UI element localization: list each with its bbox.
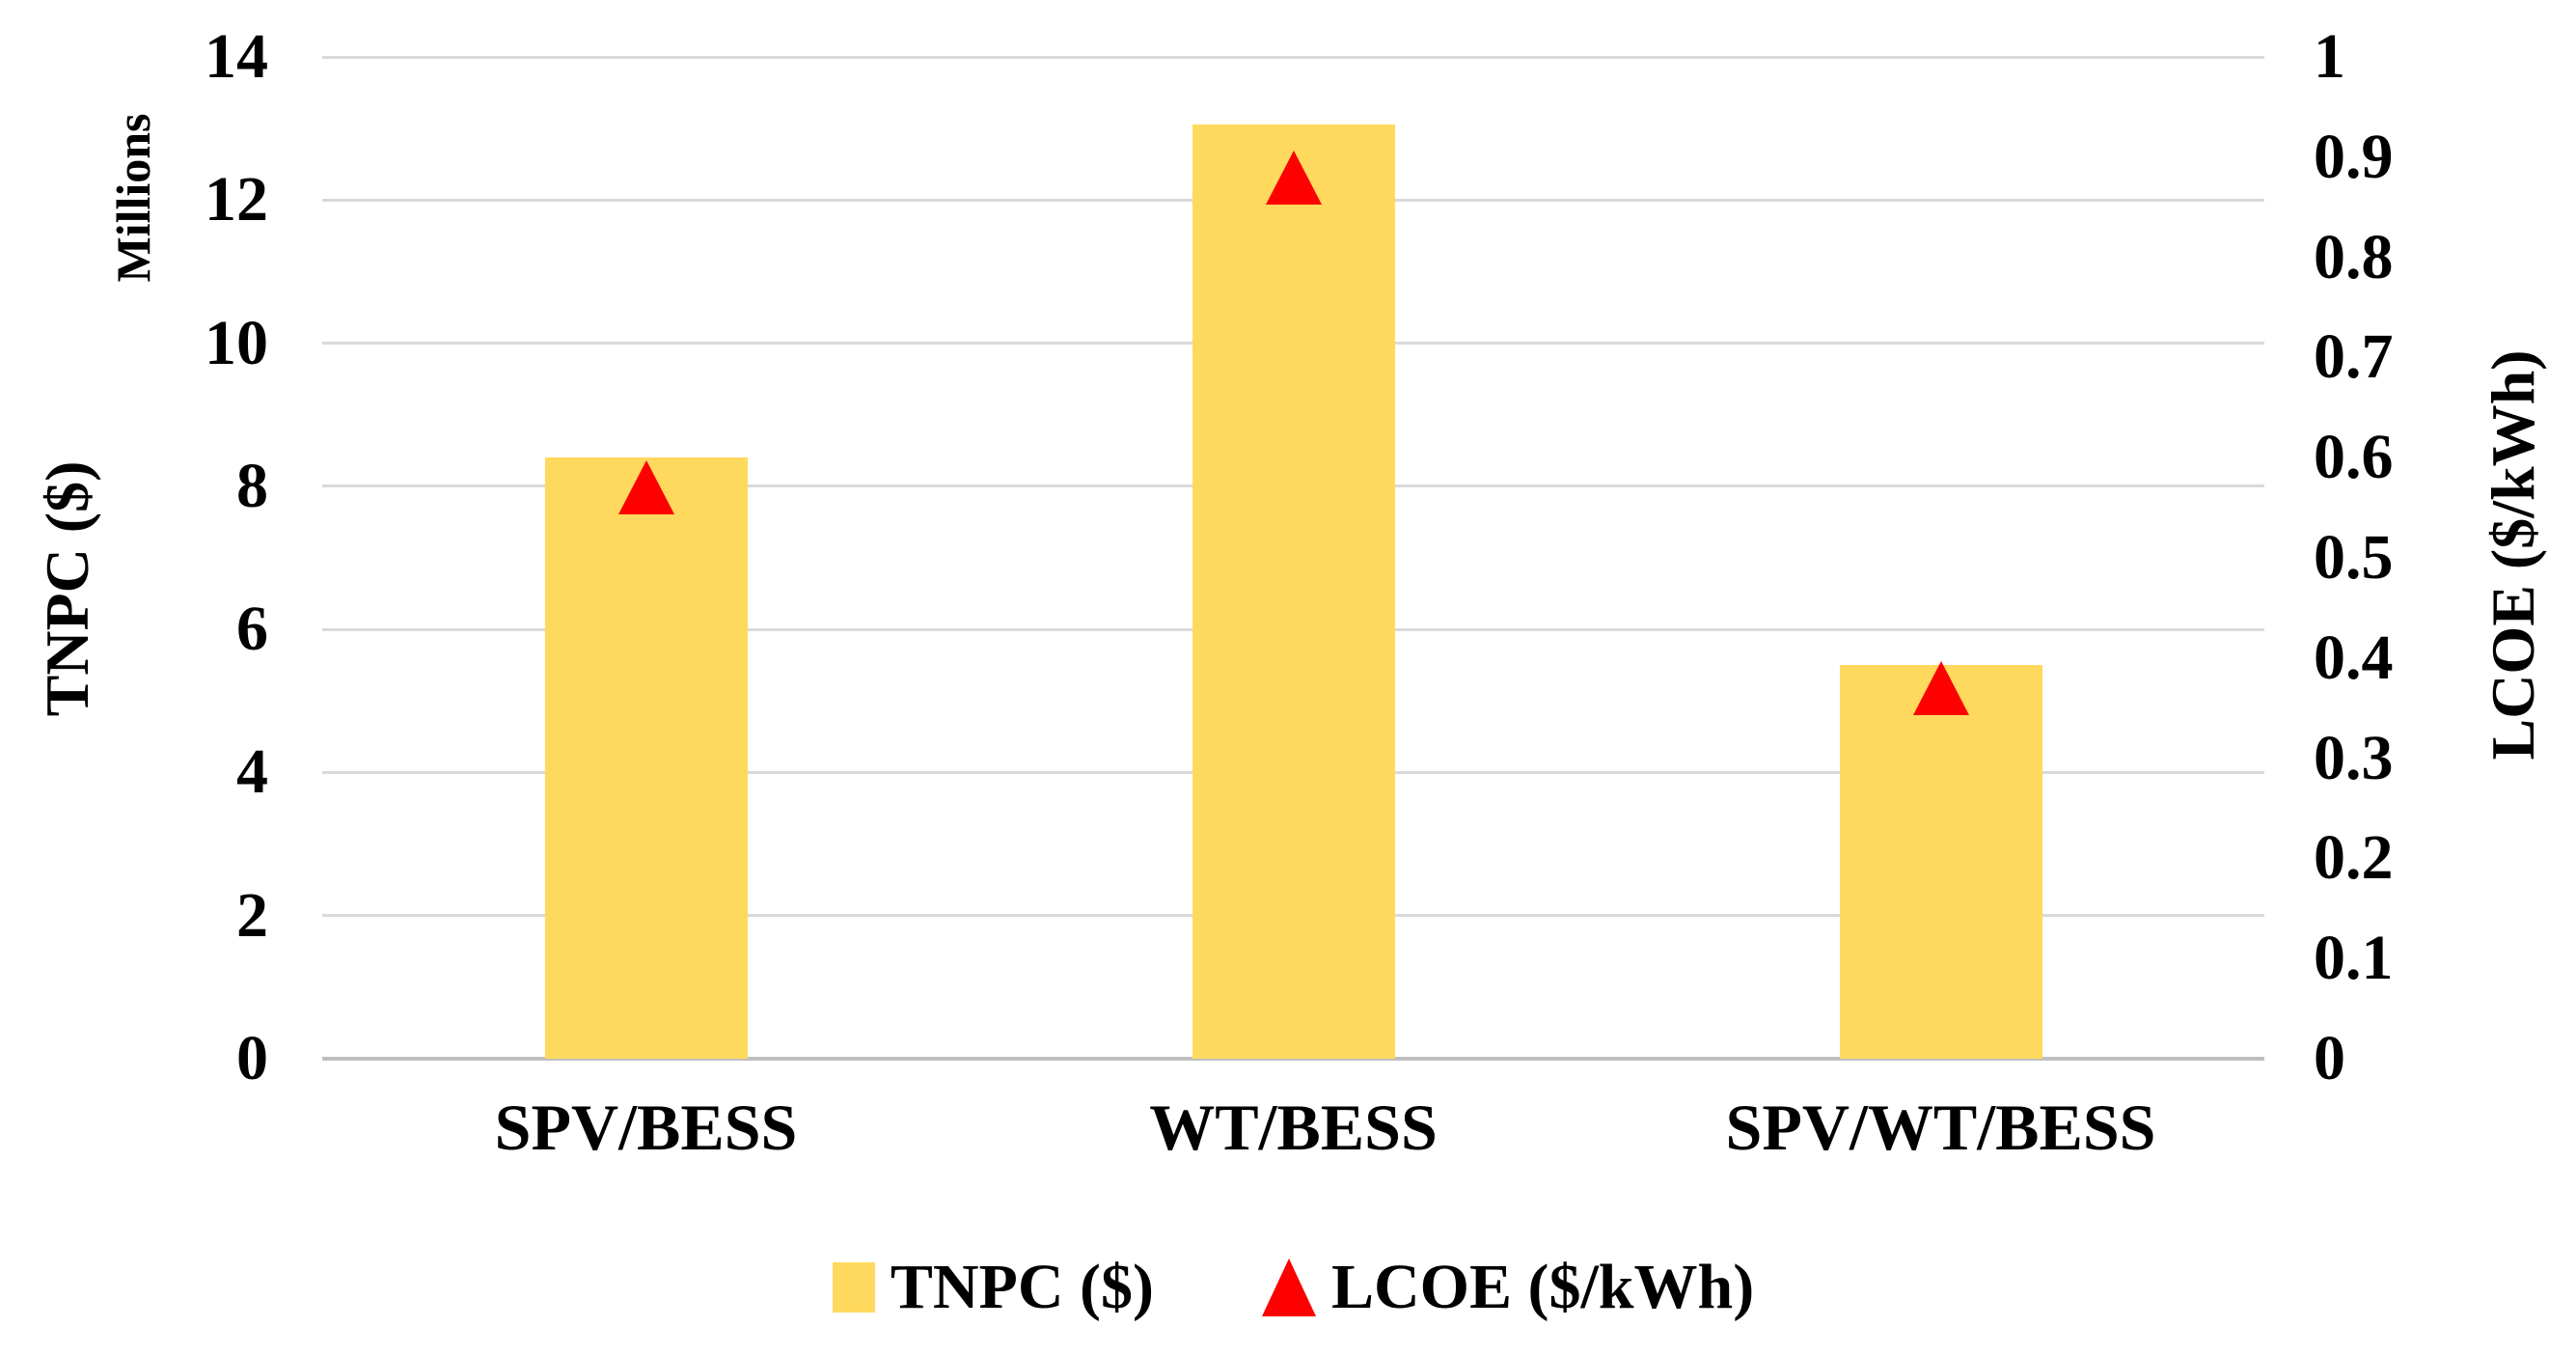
category-label-spv-bess: SPV/BESS (494, 1091, 798, 1164)
legend-label: TNPC ($) (890, 1252, 1154, 1322)
right-tick-label: 1 (2314, 21, 2345, 92)
left-tick-label: 6 (236, 594, 268, 664)
bar-spv-wt-bess (1840, 665, 2042, 1059)
bar-wt-bess (1192, 124, 1395, 1059)
category-label-spv-wt-bess: SPV/WT/BESS (1725, 1091, 2156, 1164)
left-tick-label: 14 (205, 21, 268, 92)
right-tick-label: 0.6 (2314, 422, 2394, 492)
right-tick-label: 0.3 (2314, 723, 2394, 793)
right-tick-label: 0.5 (2314, 522, 2394, 593)
legend-item-tnpc-: TNPC ($) (832, 1251, 1154, 1324)
right-tick-label: 0.9 (2314, 122, 2394, 192)
plot-area (322, 56, 2264, 1061)
chart-legend: TNPC ($) LCOE ($/kWh) (322, 1239, 2264, 1336)
category-label-wt-bess: WT/BESS (1149, 1091, 1438, 1164)
lcoe-marker-spv-bess (618, 460, 674, 514)
right-tick-label: 0.1 (2314, 923, 2394, 993)
legend-square-icon (832, 1262, 875, 1313)
lcoe-marker-spv-wt-bess (1913, 661, 1969, 715)
lcoe-marker-wt-bess (1266, 151, 1322, 205)
left-tick-label: 4 (236, 736, 268, 807)
right-tick-label: 0.2 (2314, 822, 2394, 893)
left-tick-label: 2 (236, 880, 268, 951)
legend-triangle-icon (1261, 1258, 1316, 1316)
legend-label: LCOE ($/kWh) (1330, 1252, 1755, 1322)
right-tick-label: 0.7 (2314, 321, 2394, 392)
left-tick-label: 8 (236, 451, 268, 521)
legend-item-lcoe-kwh-: LCOE ($/kWh) (1261, 1251, 1755, 1324)
right-tick-label: 0.4 (2314, 622, 2394, 693)
right-tick-label: 0.8 (2314, 222, 2394, 292)
bar-spv-bess (545, 457, 748, 1059)
left-tick-label: 0 (236, 1023, 268, 1093)
category-axis-line (322, 1057, 2264, 1061)
gridline (322, 56, 2264, 59)
right-tick-label: 0 (2314, 1023, 2345, 1093)
left-tick-label: 10 (205, 308, 268, 378)
left-tick-label: 12 (205, 164, 268, 235)
